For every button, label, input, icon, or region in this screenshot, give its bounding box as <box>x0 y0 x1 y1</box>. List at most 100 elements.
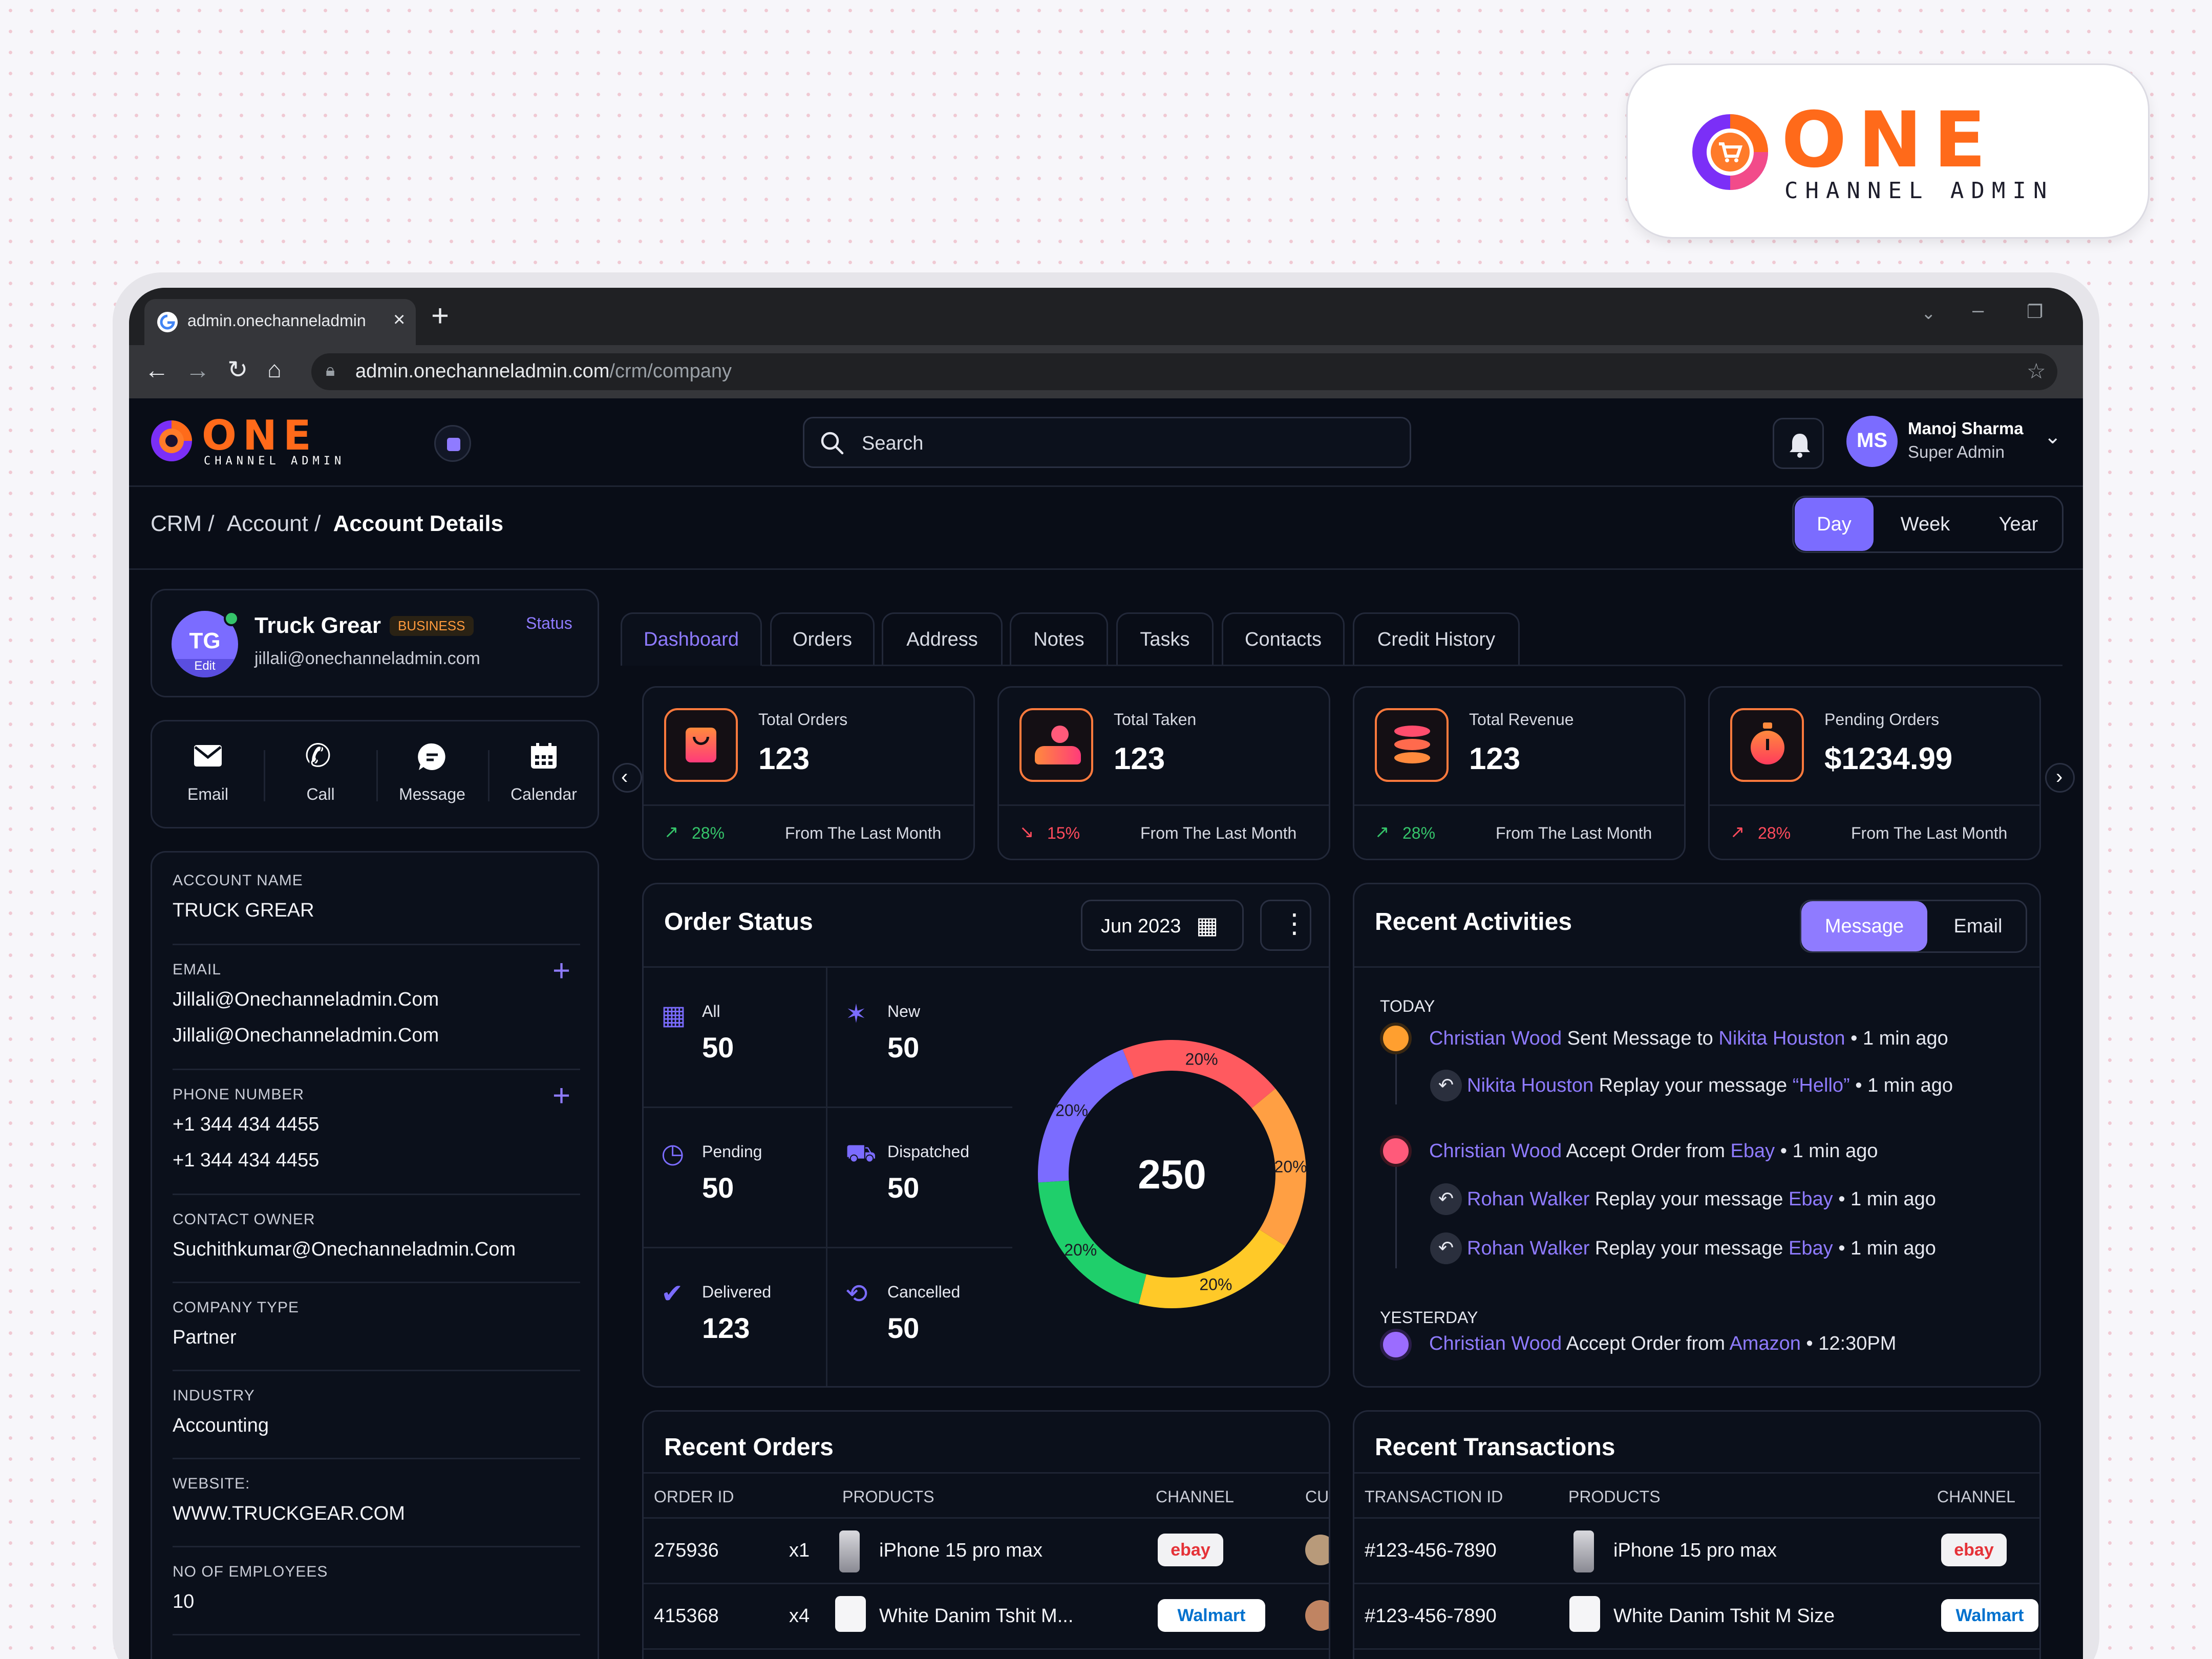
activity-actor-link[interactable]: Rohan Walker <box>1467 1238 1590 1259</box>
message-toggle-button[interactable]: Message <box>1801 901 1927 951</box>
minimize-icon[interactable]: – <box>1972 299 1984 322</box>
calendar-icon <box>531 743 557 769</box>
stat-divider <box>1710 804 2039 806</box>
tab-address[interactable]: Address <box>882 612 1003 666</box>
chat-bubble-icon <box>1380 1023 1412 1054</box>
activity-target-link[interactable]: “Hello” <box>1792 1075 1850 1096</box>
breadcrumb-crm[interactable]: CRM / <box>151 511 215 536</box>
stat-divider <box>1354 804 1684 806</box>
detail-label: CONTACT OWNER <box>173 1211 315 1228</box>
stat-note: From The Last Month <box>1140 824 1297 842</box>
stat-card-total-orders: Total Orders 123 ↗ 28% From The Last Mon… <box>642 686 975 860</box>
stats-prev-button[interactable]: ‹ <box>612 763 642 793</box>
status-label: All <box>702 1002 720 1020</box>
close-tab-icon[interactable]: × <box>393 308 406 331</box>
tab-contacts[interactable]: Contacts <box>1222 612 1345 666</box>
home-icon[interactable]: ⌂ <box>267 356 282 382</box>
recent-activities-panel: Recent Activities Message Email TODAY Ch… <box>1353 883 2041 1388</box>
coin-stack-icon <box>1375 708 1449 782</box>
period-day-button[interactable]: Day <box>1795 498 1874 551</box>
activity-text: Accept Order from <box>1562 1140 1731 1162</box>
call-action-button[interactable]: ✆ Call <box>265 721 376 827</box>
activity-target-link[interactable]: Ebay <box>1730 1140 1775 1162</box>
activity-target-link[interactable]: Ebay <box>1789 1188 1833 1210</box>
period-week-button[interactable]: Week <box>1900 514 1950 535</box>
table-divider <box>644 1472 1329 1474</box>
app-logo-icon <box>151 420 192 461</box>
tab-dashboard[interactable]: Dashboard <box>621 612 762 666</box>
search-input[interactable]: Search <box>803 417 1411 468</box>
bell-icon <box>1790 434 1810 458</box>
website-link[interactable]: WWW.TRUCKGEAR.COM <box>173 1503 405 1524</box>
calendar-action-button[interactable]: Calendar <box>488 721 600 827</box>
tab-search-icon[interactable]: ⌄ <box>1921 304 1936 323</box>
status-value: 50 <box>702 1031 734 1064</box>
email-toggle-button[interactable]: Email <box>1953 916 2003 937</box>
activity-time: • 1 min ago <box>1780 1140 1878 1162</box>
profile-email: jillali@onechanneladmin.com <box>254 649 480 668</box>
activity-time: • 1 min ago <box>1838 1238 1936 1259</box>
status-value: 50 <box>887 1312 920 1344</box>
activity-text: Accept Order from <box>1562 1333 1730 1354</box>
trend-up-icon: ↗ <box>1375 822 1390 842</box>
activity-target-link[interactable]: Amazon <box>1729 1333 1801 1354</box>
message-action-button[interactable]: Message <box>376 721 488 827</box>
activity-actor-link[interactable]: Rohan Walker <box>1467 1188 1590 1210</box>
breadcrumb-account[interactable]: Account / <box>226 511 321 536</box>
avatar[interactable]: MS <box>1846 416 1898 467</box>
tab-orders[interactable]: Orders <box>770 612 875 666</box>
donut-slice <box>1251 1088 1306 1246</box>
email-action-button[interactable]: Email <box>152 721 264 827</box>
customer-avatar[interactable] <box>1305 1535 1329 1565</box>
notification-button[interactable] <box>1773 418 1824 469</box>
app-logo-word: ONE <box>202 412 317 459</box>
status-link[interactable]: Status <box>526 614 572 632</box>
tab-notes[interactable]: Notes <box>1010 612 1108 666</box>
customer-avatar[interactable] <box>1305 1600 1329 1631</box>
url-bar[interactable]: 🔒︎ admin.onechanneladmin.com/crm/company… <box>311 353 2057 390</box>
search-icon <box>821 432 844 455</box>
search-placeholder: Search <box>862 433 924 454</box>
reply-icon: ↶ <box>1430 1183 1462 1215</box>
header-divider <box>129 485 2083 487</box>
recent-activities-title: Recent Activities <box>1375 908 1572 935</box>
column-header: CU <box>1305 1487 1329 1506</box>
forward-icon[interactable]: → <box>185 357 210 384</box>
grid-divider <box>644 1247 1012 1248</box>
bookmark-star-icon[interactable]: ☆ <box>2027 359 2046 383</box>
add-phone-button[interactable]: + <box>552 1078 571 1113</box>
activity-actor-link[interactable]: Christian Wood <box>1429 1028 1562 1049</box>
back-icon[interactable]: ← <box>144 357 169 384</box>
more-options-button[interactable]: ⋮ <box>1260 900 1311 951</box>
sidebar-toggle-button[interactable] <box>434 425 471 462</box>
stats-next-button[interactable]: › <box>2045 763 2075 793</box>
chat-bubble-icon <box>418 743 445 770</box>
status-value: 123 <box>702 1312 750 1344</box>
tab-tasks[interactable]: Tasks <box>1116 612 1214 666</box>
browser-tab[interactable]: admin.onechanneladmin × <box>144 299 416 345</box>
breadcrumb-divider <box>129 568 2083 570</box>
activity-reply: Rohan Walker Replay your message Ebay • … <box>1467 1238 1936 1260</box>
restore-icon[interactable]: ❐ <box>2027 301 2044 322</box>
period-year-button[interactable]: Year <box>1998 514 2038 535</box>
user-menu-chevron-icon[interactable]: ⌄ <box>2044 426 2061 448</box>
donut-center-total: 250 <box>1138 1152 1206 1197</box>
month-picker[interactable]: Jun 2023 ▦ <box>1081 900 1244 951</box>
stat-value: 123 <box>1114 741 1165 776</box>
activity-target-link[interactable]: Nikita Houston <box>1718 1028 1845 1049</box>
table-divider <box>644 1517 1329 1519</box>
add-email-button[interactable]: + <box>552 953 571 988</box>
profile-edit-button[interactable]: Edit <box>172 659 238 677</box>
cancel-cycle-icon: ⟲ <box>845 1279 868 1309</box>
activity-actor-link[interactable]: Christian Wood <box>1429 1140 1562 1162</box>
new-tab-icon[interactable]: + <box>431 299 450 333</box>
activity-time: • 12:30PM <box>1806 1333 1897 1354</box>
activity-target-link[interactable]: Ebay <box>1789 1238 1833 1259</box>
stat-title: Total Taken <box>1114 710 1197 729</box>
activity-actor-link[interactable]: Nikita Houston <box>1467 1075 1594 1096</box>
brand-wordmark: ONE <box>1781 96 1997 185</box>
reload-icon[interactable]: ↻ <box>227 356 248 384</box>
activity-actor-link[interactable]: Christian Wood <box>1429 1333 1562 1354</box>
iphone-product-icon <box>1573 1530 1594 1572</box>
tab-credit-history[interactable]: Credit History <box>1353 612 1520 666</box>
